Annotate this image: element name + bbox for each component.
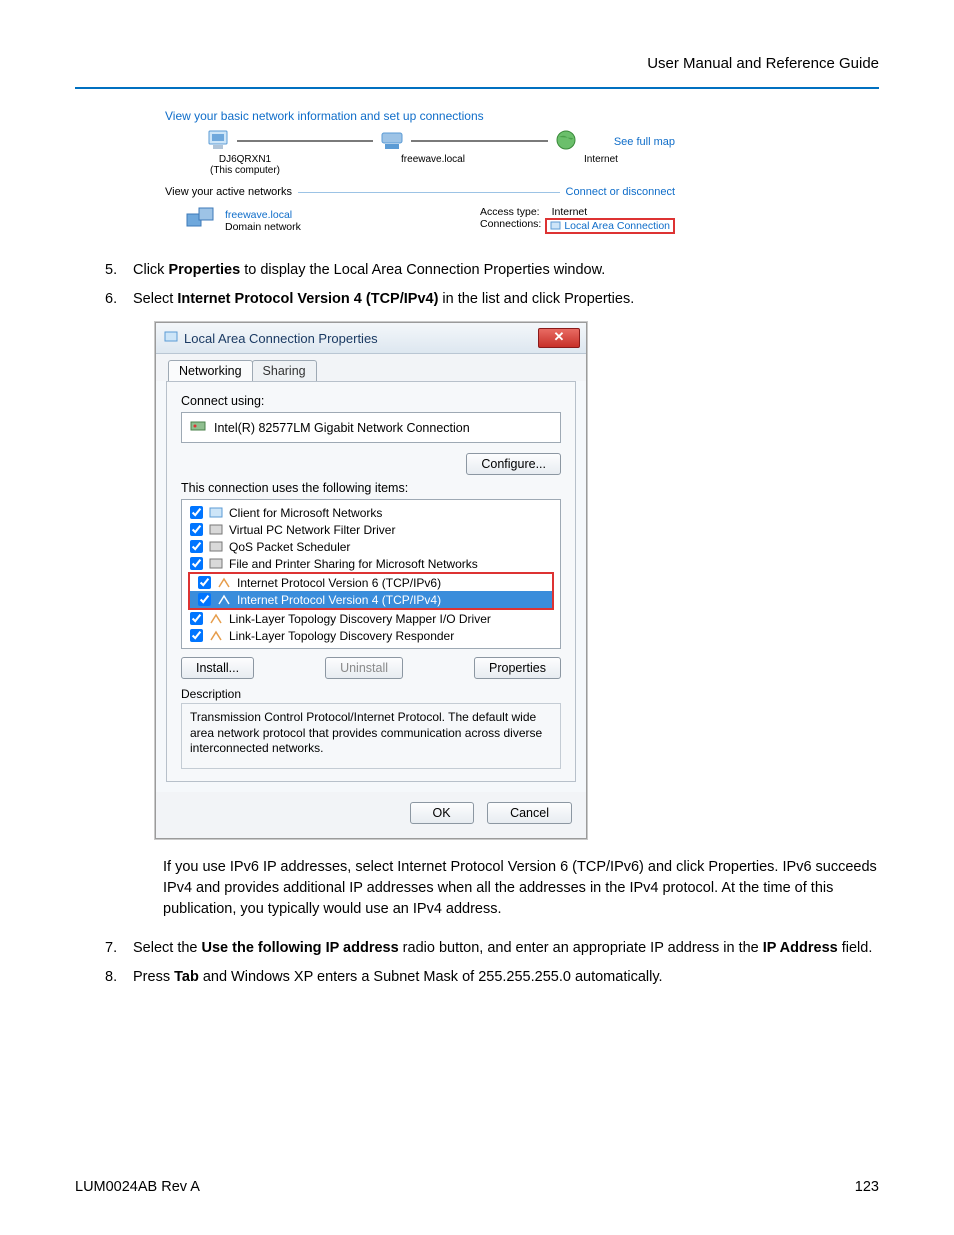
item-checkbox[interactable] xyxy=(198,576,211,589)
list-item: Link-Layer Topology Discovery Responder xyxy=(182,627,560,644)
local-area-connection-link[interactable]: Local Area Connection xyxy=(545,218,675,234)
item-label: Virtual PC Network Filter Driver xyxy=(229,523,395,537)
protocol-icon xyxy=(217,594,231,606)
protocol-icon xyxy=(217,577,231,589)
footer-page-number: 123 xyxy=(855,1179,879,1195)
active-network-name: freewave.local xyxy=(225,209,292,221)
step-number-5: 5. xyxy=(105,260,133,281)
service-icon xyxy=(209,558,223,570)
item-label: Link-Layer Topology Discovery Mapper I/O… xyxy=(229,612,491,626)
item-label: Internet Protocol Version 4 (TCP/IPv4) xyxy=(237,593,441,607)
step-6-text: Select Internet Protocol Version 4 (TCP/… xyxy=(133,289,879,310)
network-icon xyxy=(185,206,217,235)
connect-disconnect-link[interactable]: Connect or disconnect xyxy=(566,186,675,198)
item-label: File and Printer Sharing for Microsoft N… xyxy=(229,557,478,571)
item-label: Client for Microsoft Networks xyxy=(229,506,382,520)
list-item: QoS Packet Scheduler xyxy=(182,538,560,555)
list-item: File and Printer Sharing for Microsoft N… xyxy=(182,555,560,572)
active-network-type: Domain network xyxy=(225,221,301,233)
globe-icon xyxy=(554,129,578,154)
view-active-networks-label: View your active networks xyxy=(165,186,292,198)
node-internet-name: Internet xyxy=(571,154,631,165)
see-full-map-link[interactable]: See full map xyxy=(584,136,675,148)
client-icon xyxy=(209,507,223,519)
network-map-heading: View your basic network information and … xyxy=(165,109,675,123)
step-8-text: Press Tab and Windows XP enters a Subnet… xyxy=(133,967,879,988)
step-number-6: 6. xyxy=(105,289,133,310)
header-rule xyxy=(75,87,879,89)
list-item: Client for Microsoft Networks xyxy=(182,504,560,521)
description-text: Transmission Control Protocol/Internet P… xyxy=(181,703,561,769)
list-item: Virtual PC Network Filter Driver xyxy=(182,521,560,538)
protocol-listbox[interactable]: Client for Microsoft Networks Virtual PC… xyxy=(181,499,561,649)
close-icon[interactable]: ✕ xyxy=(538,328,580,348)
item-label: QoS Packet Scheduler xyxy=(229,540,350,554)
item-checkbox[interactable] xyxy=(190,629,203,642)
list-item: Internet Protocol Version 6 (TCP/IPv6) xyxy=(190,574,552,591)
configure-button[interactable]: Configure... xyxy=(466,453,561,475)
pc-icon xyxy=(205,129,231,154)
description-label: Description xyxy=(181,687,561,701)
adapter-field: Intel(R) 82577LM Gigabit Network Connect… xyxy=(181,412,561,443)
node-this-computer-sub: (This computer) xyxy=(205,165,285,176)
item-checkbox[interactable] xyxy=(190,523,203,536)
item-label: Internet Protocol Version 6 (TCP/IPv6) xyxy=(237,576,441,590)
adapter-icon xyxy=(190,419,206,436)
access-type-value: Internet xyxy=(552,206,588,218)
step-number-7: 7. xyxy=(105,938,133,959)
connect-using-label: Connect using: xyxy=(181,394,561,408)
list-item-selected: Internet Protocol Version 4 (TCP/IPv4) xyxy=(190,591,552,608)
connection-properties-dialog: Local Area Connection Properties ✕ Netwo… xyxy=(155,322,587,839)
uninstall-button[interactable]: Uninstall xyxy=(325,657,403,679)
ok-button[interactable]: OK xyxy=(410,802,474,824)
footer-doc-id: LUM0024AB Rev A xyxy=(75,1179,200,1195)
service-icon xyxy=(209,541,223,553)
install-button[interactable]: Install... xyxy=(181,657,254,679)
items-label: This connection uses the following items… xyxy=(181,481,561,495)
item-label: Link-Layer Topology Discovery Responder xyxy=(229,629,454,643)
adapter-title-icon xyxy=(164,330,178,347)
cancel-button[interactable]: Cancel xyxy=(487,802,572,824)
protocol-icon xyxy=(209,613,223,625)
adapter-name: Intel(R) 82577LM Gigabit Network Connect… xyxy=(214,421,470,435)
item-checkbox[interactable] xyxy=(190,506,203,519)
access-type-label: Access type: xyxy=(480,206,540,218)
page-header-title: User Manual and Reference Guide xyxy=(75,55,879,72)
ipv6-note: If you use IPv6 IP addresses, select Int… xyxy=(163,857,879,920)
properties-button[interactable]: Properties xyxy=(474,657,561,679)
node-gateway-name: freewave.local xyxy=(393,154,473,165)
list-item: Link-Layer Topology Discovery Mapper I/O… xyxy=(182,610,560,627)
item-checkbox[interactable] xyxy=(190,540,203,553)
local-area-connection-text: Local Area Connection xyxy=(564,220,670,232)
item-checkbox[interactable] xyxy=(190,557,203,570)
service-icon xyxy=(209,524,223,536)
item-checkbox[interactable] xyxy=(190,612,203,625)
tab-sharing[interactable]: Sharing xyxy=(252,360,317,381)
node-this-computer-name: DJ6QRXN1 xyxy=(205,154,285,165)
step-5-text: Click Properties to display the Local Ar… xyxy=(133,260,879,281)
dialog-title: Local Area Connection Properties xyxy=(184,331,378,346)
item-checkbox[interactable] xyxy=(198,593,211,606)
step-7-text: Select the Use the following IP address … xyxy=(133,938,879,959)
hub-icon xyxy=(379,129,405,154)
connections-label: Connections: xyxy=(480,218,541,234)
tab-networking[interactable]: Networking xyxy=(168,360,253,381)
step-number-8: 8. xyxy=(105,967,133,988)
protocol-icon xyxy=(209,630,223,642)
network-map-figure: View your basic network information and … xyxy=(165,109,675,235)
